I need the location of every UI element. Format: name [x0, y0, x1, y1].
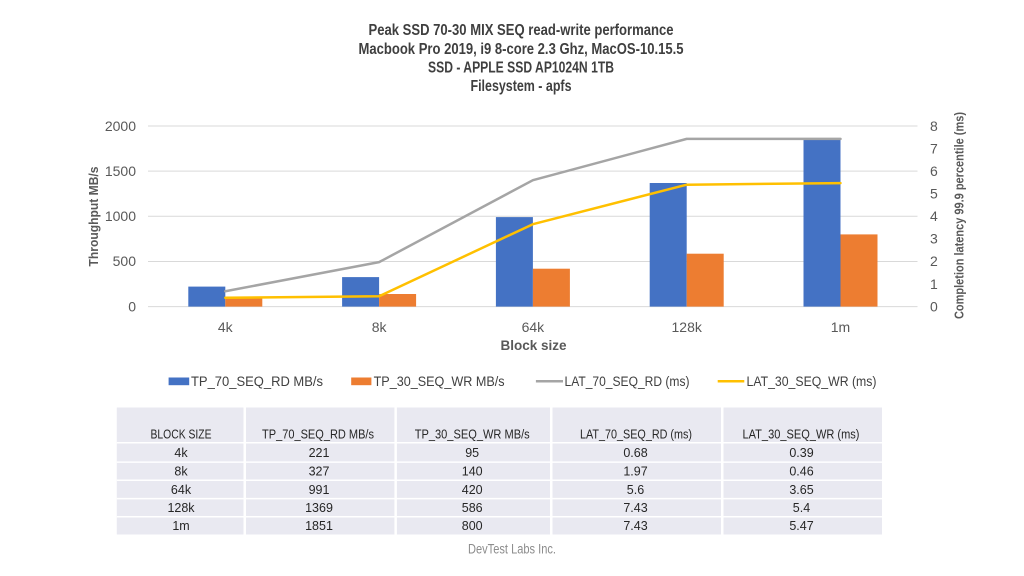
- svg-text:221: 221: [309, 446, 330, 460]
- svg-text:800: 800: [462, 519, 483, 533]
- svg-text:SSD - APPLE SSD AP1024N 1TB: SSD - APPLE SSD AP1024N 1TB: [428, 60, 614, 77]
- svg-text:8: 8: [930, 118, 938, 134]
- svg-text:4k: 4k: [218, 319, 234, 335]
- svg-text:1000: 1000: [105, 208, 136, 224]
- svg-text:0: 0: [128, 298, 136, 314]
- svg-text:128k: 128k: [167, 501, 195, 515]
- svg-text:420: 420: [462, 483, 483, 497]
- svg-text:1851: 1851: [305, 519, 333, 533]
- svg-text:7: 7: [930, 140, 938, 156]
- svg-text:Completion latency 99.9 percen: Completion latency 99.9 percentile (ms): [952, 112, 967, 319]
- svg-text:1: 1: [930, 276, 938, 292]
- svg-text:1500: 1500: [105, 163, 136, 179]
- svg-text:4k: 4k: [174, 446, 188, 460]
- svg-text:128k: 128k: [672, 319, 703, 335]
- svg-text:2000: 2000: [105, 118, 136, 134]
- svg-text:1m: 1m: [172, 519, 189, 533]
- svg-text:0.46: 0.46: [789, 465, 813, 479]
- svg-text:TP_30_SEQ_WR MB/s: TP_30_SEQ_WR MB/s: [374, 374, 505, 389]
- svg-text:TP_70_SEQ_RD MB/s: TP_70_SEQ_RD MB/s: [262, 428, 374, 442]
- svg-text:7.43: 7.43: [623, 501, 647, 515]
- svg-text:5.47: 5.47: [789, 519, 813, 533]
- svg-text:64k: 64k: [171, 483, 192, 497]
- svg-text:Block size: Block size: [500, 338, 567, 353]
- svg-text:Throughput MB/s: Throughput MB/s: [86, 167, 101, 267]
- svg-text:8k: 8k: [372, 319, 388, 335]
- svg-text:5.6: 5.6: [627, 483, 644, 497]
- svg-text:Filesystem - apfs: Filesystem - apfs: [471, 78, 572, 95]
- svg-text:586: 586: [462, 501, 483, 515]
- svg-text:BLOCK SIZE: BLOCK SIZE: [151, 428, 212, 442]
- svg-text:LAT_70_SEQ_RD (ms): LAT_70_SEQ_RD (ms): [580, 428, 692, 442]
- svg-text:2: 2: [930, 253, 938, 269]
- svg-text:4: 4: [930, 208, 938, 224]
- svg-text:5.4: 5.4: [793, 501, 810, 515]
- svg-text:TP_30_SEQ_WR MB/s: TP_30_SEQ_WR MB/s: [415, 428, 530, 442]
- svg-text:LAT_30_SEQ_WR (ms): LAT_30_SEQ_WR (ms): [747, 374, 877, 389]
- svg-text:0.68: 0.68: [623, 446, 647, 460]
- svg-text:1.97: 1.97: [623, 465, 647, 479]
- svg-text:7.43: 7.43: [623, 519, 647, 533]
- svg-text:0: 0: [930, 298, 938, 314]
- svg-text:8k: 8k: [174, 465, 188, 479]
- svg-text:Peak SSD 70-30 MIX SEQ read-wr: Peak SSD 70-30 MIX SEQ read-write perfor…: [369, 22, 674, 39]
- svg-text:Macbook Pro 2019, i9 8-core 2.: Macbook Pro 2019, i9 8-core 2.3 Ghz, Mac…: [359, 41, 684, 58]
- svg-text:5: 5: [930, 186, 938, 202]
- svg-text:327: 327: [309, 465, 330, 479]
- svg-text:DevTest Labs Inc.: DevTest Labs Inc.: [468, 542, 556, 557]
- svg-text:991: 991: [309, 483, 330, 497]
- svg-text:3: 3: [930, 231, 938, 247]
- svg-text:3.65: 3.65: [789, 483, 813, 497]
- svg-text:LAT_30_SEQ_WR (ms): LAT_30_SEQ_WR (ms): [743, 428, 860, 442]
- svg-text:6: 6: [930, 163, 938, 179]
- svg-text:1m: 1m: [831, 319, 850, 335]
- svg-text:95: 95: [465, 446, 479, 460]
- svg-text:140: 140: [462, 465, 483, 479]
- svg-text:1369: 1369: [305, 501, 333, 515]
- svg-text:LAT_70_SEQ_RD (ms): LAT_70_SEQ_RD (ms): [565, 374, 690, 389]
- svg-text:500: 500: [113, 253, 137, 269]
- svg-text:64k: 64k: [522, 319, 546, 335]
- svg-text:TP_70_SEQ_RD MB/s: TP_70_SEQ_RD MB/s: [191, 374, 323, 389]
- svg-text:0.39: 0.39: [789, 446, 813, 460]
